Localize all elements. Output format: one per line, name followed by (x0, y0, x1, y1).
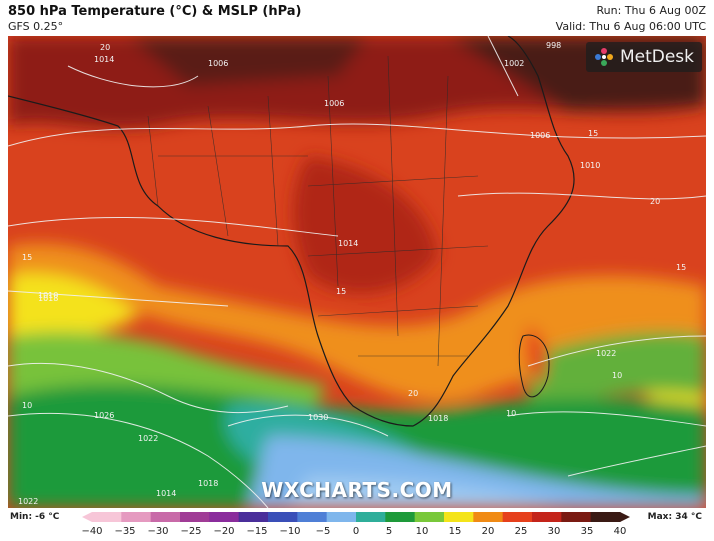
map-canvas: 1014 1006 1006 1002 998 1006 1010 1010 1… (8, 36, 706, 508)
scale-swatch (326, 512, 357, 522)
scale-swatch (414, 512, 445, 522)
scale-tick-label: −30 (147, 526, 169, 537)
isobar-label: 1014 (156, 489, 176, 498)
max-value: Max: 34 °C (647, 512, 702, 522)
valid-time: Valid: Thu 6 Aug 06:00 UTC (555, 20, 706, 33)
scale-tick-label: 5 (385, 526, 393, 537)
isobar-label: 1022 (596, 349, 616, 358)
metdesk-logo: MetDesk (586, 42, 702, 72)
colour-scale-legend: Min: -6 °C −40 −35 −30 −25 −20 −15 −10 −5 0 5 10 15… (0, 508, 714, 541)
scale-tick-label: −40 (81, 526, 103, 537)
isobar-label: 1026 (94, 411, 114, 420)
colour-scale-bar (82, 512, 630, 522)
scale-tick-label: 35 (580, 526, 594, 537)
scale-tick-label: −35 (114, 526, 136, 537)
scale-tick-label: 15 (448, 526, 462, 537)
scale-tick-label: 30 (547, 526, 561, 537)
temperature-label: 20 (408, 389, 418, 398)
scale-swatch (180, 512, 210, 522)
isobar-label: 1010 (38, 291, 58, 300)
isobar-label: 1006 (324, 99, 344, 108)
temperature-label: 15 (676, 263, 686, 272)
metdesk-flower-icon (594, 48, 613, 66)
isobars (8, 36, 706, 508)
scale-tick-label: 25 (514, 526, 528, 537)
scale-tick-label: 40 (613, 526, 627, 537)
scale-swatch (297, 512, 328, 522)
scale-swatch (209, 512, 240, 522)
temperature-label: 15 (22, 253, 32, 262)
isobar-label: 1022 (138, 434, 158, 443)
coastline (8, 36, 575, 427)
isobar-label: 1014 (94, 55, 114, 64)
min-value: Min: -6 °C (10, 512, 60, 522)
scale-swatch (121, 512, 152, 522)
isobar-label: 1006 (208, 59, 228, 68)
scale-swatch (150, 512, 181, 522)
scale-swatch (238, 512, 269, 522)
scale-arrow-right (620, 512, 630, 522)
temperature-label: 20 (100, 43, 110, 52)
scale-tick-label: −25 (180, 526, 202, 537)
temperature-label: 20 (650, 197, 660, 206)
isobar-label: 998 (546, 41, 561, 50)
scale-swatch (356, 512, 386, 522)
scale-tick-label: 20 (481, 526, 495, 537)
scale-tick-label: −20 (213, 526, 235, 537)
isobar-label: 1018 (198, 479, 218, 488)
watermark: WXCHARTS.COM (261, 478, 453, 502)
scale-arrow-left (82, 512, 92, 522)
isobar-labels: 1014 1006 1006 1002 998 1006 1010 1010 1… (18, 41, 616, 506)
isobar-label: 1002 (504, 59, 524, 68)
scale-swatch (385, 512, 416, 522)
temperature-label: 10 (506, 409, 516, 418)
temperature-label: 15 (336, 287, 346, 296)
scale-tick-label: 10 (415, 526, 429, 537)
scale-swatch (561, 512, 592, 522)
isobar-label: 1022 (18, 497, 38, 506)
scale-tick-label: −5 (315, 526, 331, 537)
scale-tick-label: −10 (279, 526, 301, 537)
chart-title: 850 hPa Temperature (°C) & MSLP (hPa) (8, 4, 302, 19)
scale-swatch (590, 512, 621, 522)
chart-header: 850 hPa Temperature (°C) & MSLP (hPa) GF… (0, 0, 714, 36)
madagascar-outline (518, 334, 550, 398)
temperature-label: 10 (612, 371, 622, 380)
scale-tick-label: −15 (246, 526, 268, 537)
scale-tick-label: 0 (352, 526, 360, 537)
run-time: Run: Thu 6 Aug 00Z (596, 4, 706, 17)
isobar-label: 1006 (530, 131, 550, 140)
scale-swatch (532, 512, 562, 522)
colour-scale-ticks: −40 −35 −30 −25 −20 −15 −10 −5 0 5 10 15 20 25 30 35 40 (81, 526, 630, 540)
scale-swatch (473, 512, 504, 522)
isobar-label: 1010 (580, 161, 600, 170)
temperature-label: 15 (588, 129, 598, 138)
temperature-labels: 20 15 15 10 10 10 15 20 15 20 (22, 43, 686, 418)
isobar-label: 1014 (338, 239, 358, 248)
scale-swatch (268, 512, 298, 522)
isobar-label: 1030 (308, 413, 328, 422)
model-label: GFS 0.25° (8, 20, 64, 33)
weather-map[interactable]: 1014 1006 1006 1002 998 1006 1010 1010 1… (8, 36, 706, 508)
scale-swatch (502, 512, 533, 522)
scale-swatch (444, 512, 474, 522)
country-borders (147, 55, 489, 367)
scale-swatch (92, 512, 122, 522)
isobar-label: 1018 (38, 294, 58, 303)
isobar-label: 1018 (428, 414, 448, 423)
brand-name: MetDesk (619, 47, 695, 67)
temperature-label: 10 (22, 401, 32, 410)
